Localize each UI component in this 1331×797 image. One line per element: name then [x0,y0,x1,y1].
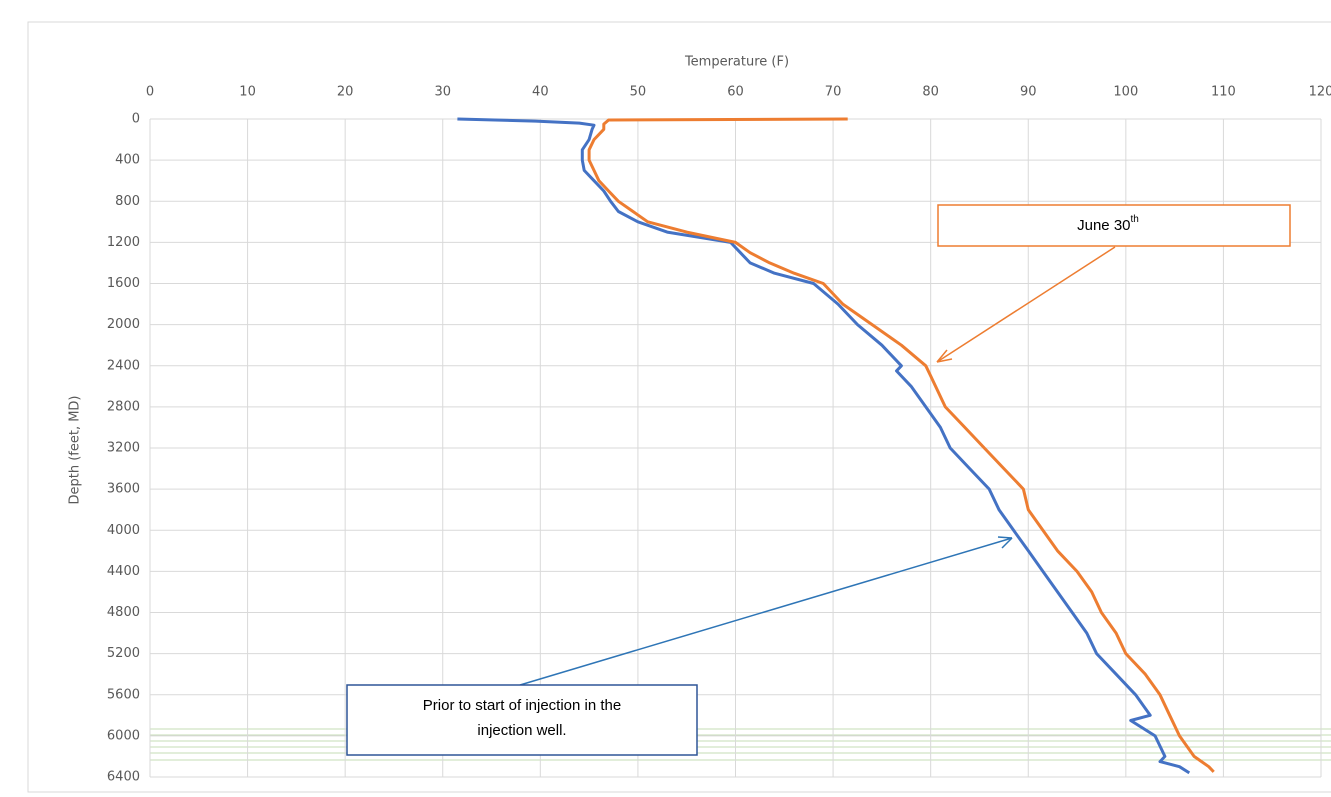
y-tick-label: 6400 [107,770,140,785]
annotation-text: June 30th [1077,214,1139,234]
y-tick-label: 5600 [107,687,140,702]
annotation-arrow [936,246,1116,363]
chart-frame [27,21,1331,793]
x-tick-label: 70 [825,85,842,100]
y-tick-label: 2400 [107,358,140,373]
x-tick-label: 80 [922,85,939,100]
y-tick-label: 400 [115,153,140,168]
y-tick-label: 1600 [107,276,140,291]
y-tick-label: 4400 [107,564,140,579]
x-tick-label: 100 [1113,85,1138,100]
annotation-superscript: th [1131,214,1139,225]
y-tick-label: 800 [115,194,140,209]
y-tick-label: 3600 [107,482,140,497]
annotation-june: June 30th [936,204,1291,363]
y-tick-label: 2000 [107,317,140,332]
x-tick-label: 110 [1211,85,1236,100]
y-tick-label: 0 [132,112,140,127]
series-line [587,117,1215,773]
x-tick-label: 90 [1020,85,1037,100]
x-tick-label: 20 [337,85,354,100]
x-tick-label: 10 [239,85,256,100]
y-tick-label: 4000 [107,523,140,538]
series-line [457,117,1191,775]
x-tick-label: 50 [630,85,647,100]
chart-title: Temperature (F) [684,55,789,70]
arrow-head [997,536,1013,549]
y-axis-label: Depth (feet, MD) [68,395,83,504]
annotation-main: June 30 [1077,217,1130,234]
annotation-arrow [519,537,1013,686]
y-tick-label: 6000 [107,728,140,743]
annotation-box [346,684,698,756]
annotation-box [937,204,1291,247]
x-tick-label: 60 [727,85,744,100]
annotation-prior: Prior to start of injection in the injec… [346,536,1013,756]
annotation-line: Prior to start of injection in the [423,697,621,714]
x-tick-label: 30 [434,85,451,100]
x-tick-label: 0 [146,85,154,100]
arrow-head [936,349,953,363]
y-tick-label: 5200 [107,646,140,661]
x-tick-label: 120 [1309,85,1331,100]
plot: 0 10 20 30 40 50 60 70 80 90 100 110 120040080012001… [107,85,1331,785]
y-tick-label: 4800 [107,605,140,620]
x-tick-label: 40 [532,85,549,100]
annotation-line: injection well. [477,722,566,739]
y-tick-label: 2800 [107,399,140,414]
y-tick-label: 3200 [107,441,140,456]
y-tick-label: 1200 [107,235,140,250]
